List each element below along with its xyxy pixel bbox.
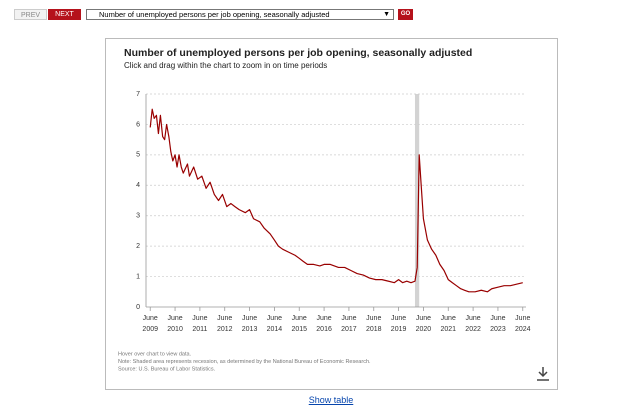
x-tick-label-line: 2020 [416,326,432,333]
x-tick-label-line: 2016 [316,326,332,333]
x-tick-label: June 2010 [167,315,183,333]
x-tick-label: June 2020 [416,315,432,333]
x-tick-label: June 2015 [291,315,307,333]
chart-note: Source: U.S. Bureau of Labor Statistics. [118,366,216,372]
x-tick-label-line: 2012 [217,326,233,333]
x-tick-label: June 2022 [465,315,481,333]
select-text: Number of unemployed persons per job ope… [99,10,330,19]
next-button[interactable]: NEXT [48,9,81,20]
y-tick-label: 3 [136,213,140,220]
x-tick-label-line: June [416,315,431,322]
chart-frame [105,38,558,390]
show-table-link[interactable]: Show table [308,395,354,405]
icon-head [538,371,548,378]
x-tick-label-line: June [391,315,406,322]
x-tick-label-line: June [490,315,505,322]
x-tick-label: June 2024 [515,315,531,333]
x-tick-label-line: 2024 [515,326,531,333]
x-tick-label-line: 2018 [366,326,382,333]
chart-title: Number of unemployed persons per job ope… [124,47,472,59]
x-tick-label: June 2019 [391,315,407,333]
x-tick-label-line: 2021 [440,326,456,333]
x-tick-label-line: 2013 [242,326,258,333]
x-tick-label-line: June [515,315,530,322]
x-tick-label: June 2021 [440,315,456,333]
x-tick-label-line: 2009 [142,326,158,333]
x-tick-label-line: 2017 [341,326,357,333]
y-tick-label: 0 [136,304,140,311]
x-tick-label-line: June [143,315,158,322]
x-tick-label-line: June [366,315,381,322]
x-tick-label-line: 2014 [267,326,283,333]
chart-note: Hover over chart to view data. [118,351,192,357]
y-tick-label: 7 [136,91,140,98]
x-tick-label-line: 2022 [465,326,481,333]
x-tick-label-line: June [167,315,182,322]
prev-button[interactable]: PREV [14,9,47,20]
x-tick-label-line: June [267,315,282,322]
x-tick-label-line: June [192,315,207,322]
x-tick-label: June 2011 [192,315,207,333]
select-arrow: ▼ [383,11,390,18]
x-tick-label-line: June [316,315,331,322]
x-tick-label-line: 2019 [391,326,407,333]
x-tick-label: June 2017 [341,315,357,333]
x-tick-label: June 2014 [267,315,283,333]
x-tick-label-line: 2011 [192,326,207,333]
chart-subtitle: Click and drag within the chart to zoom … [124,61,327,70]
x-tick-label-line: 2015 [291,326,307,333]
x-tick-label-line: June [341,315,356,322]
x-tick-label: June 2018 [366,315,382,333]
data-line [149,108,523,293]
x-tick-label: June 2009 [142,315,158,333]
y-tick-label: 5 [136,152,140,159]
y-tick-label: 4 [136,182,140,189]
x-tick-label: June 2016 [316,315,332,333]
x-tick-label-line: 2023 [490,326,506,333]
y-tick-label: 2 [136,243,140,250]
chart-note: Note: Shaded area represents recession, … [118,359,371,365]
x-tick-label-line: June [466,315,481,322]
x-tick-label-line: June [292,315,307,322]
x-tick-label: June 2023 [490,315,506,333]
x-tick-label-line: June [441,315,456,322]
y-tick-label: 1 [136,273,140,280]
recession-band [414,94,420,307]
x-tick-label-line: June [217,315,232,322]
x-tick-label-line: 2010 [167,326,183,333]
x-tick-label-line: June [242,315,257,322]
go-button[interactable]: GO [398,9,413,20]
x-tick-label: June 2012 [217,315,233,333]
chart: Number of unemployed persons per job ope… [105,38,558,390]
series-select[interactable]: Number of unemployed persons per job ope… [86,9,394,20]
x-tick-label: June 2013 [242,315,258,333]
y-tick-label: 6 [136,121,140,128]
download-icon[interactable] [537,367,549,381]
